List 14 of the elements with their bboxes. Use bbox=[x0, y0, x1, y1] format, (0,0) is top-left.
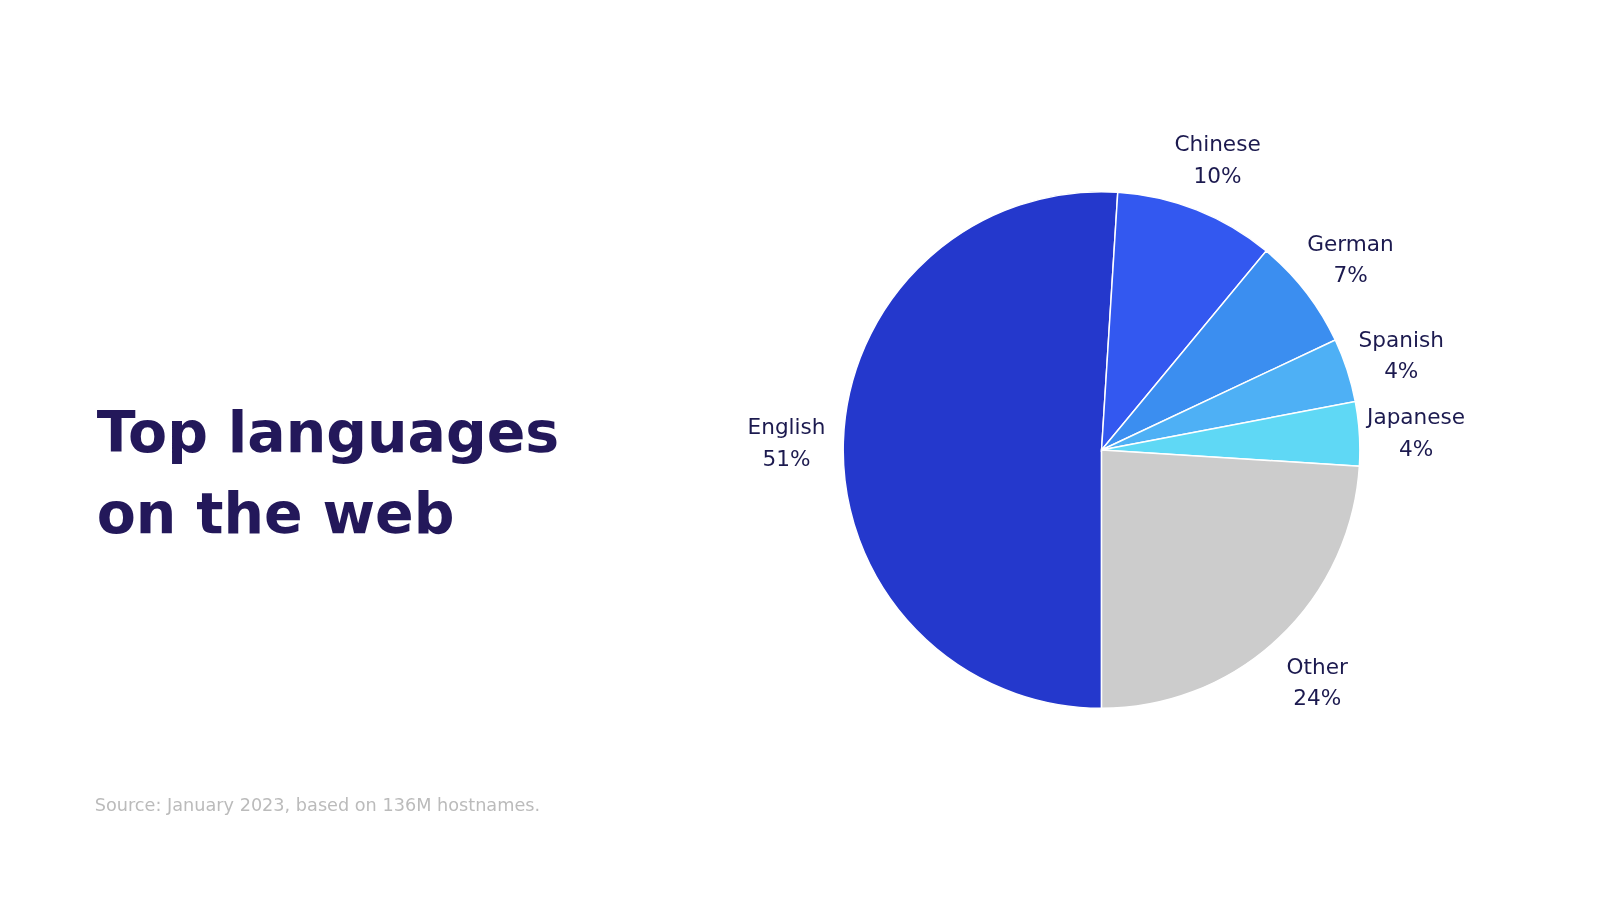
slice-label: Other bbox=[1286, 653, 1349, 679]
slice-label: English bbox=[747, 414, 826, 440]
slice-label: German bbox=[1307, 230, 1394, 256]
data-label: 7% bbox=[1333, 262, 1368, 288]
text: Top languages on the web bbox=[96, 398, 560, 546]
slice-label: Chinese bbox=[1174, 131, 1261, 157]
data-label: 10% bbox=[1193, 162, 1242, 188]
data-label: 51% bbox=[762, 445, 811, 471]
slice-label: Japanese bbox=[1365, 404, 1466, 430]
source-note: Source: January 2023, based on 136M hostnames. bbox=[94, 795, 541, 816]
data-label: 4% bbox=[1398, 435, 1434, 461]
slice-label: Spanish bbox=[1358, 326, 1444, 352]
data-label: 4% bbox=[1384, 358, 1419, 384]
data-label: 24% bbox=[1293, 685, 1342, 711]
